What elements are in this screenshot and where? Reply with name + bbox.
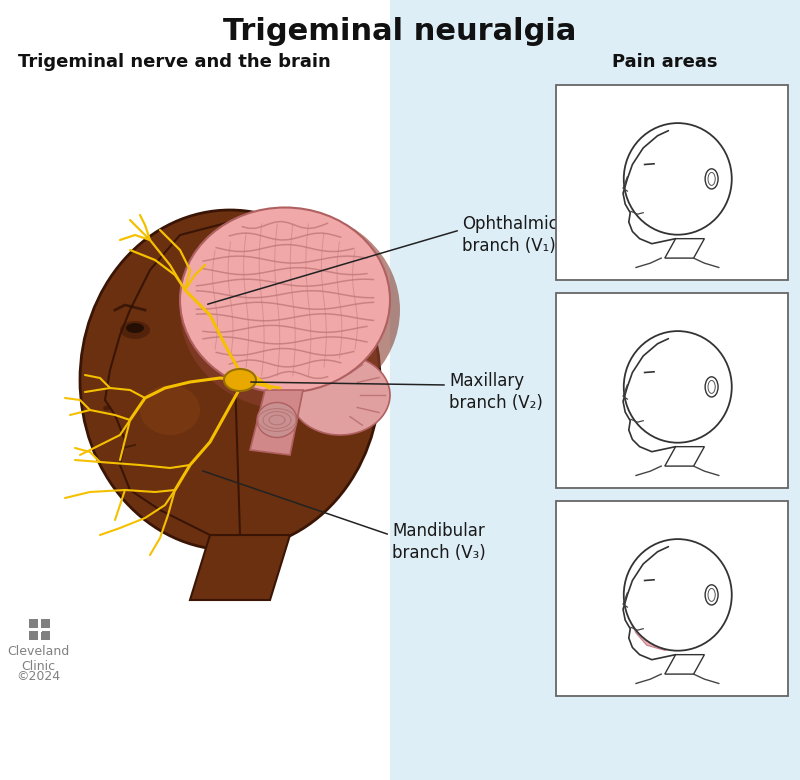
Text: Cleveland
Clinic: Cleveland Clinic (7, 645, 69, 673)
Ellipse shape (624, 539, 732, 651)
Ellipse shape (302, 346, 318, 374)
Polygon shape (632, 148, 665, 168)
Bar (38, 627, 42, 632)
Polygon shape (643, 131, 715, 165)
Polygon shape (190, 535, 290, 600)
Ellipse shape (180, 210, 400, 410)
Text: Mandibular
branch (V₃): Mandibular branch (V₃) (392, 522, 486, 562)
Ellipse shape (708, 588, 715, 601)
Polygon shape (105, 222, 240, 535)
Ellipse shape (290, 355, 390, 435)
Ellipse shape (705, 168, 718, 189)
Text: ©2024: ©2024 (16, 670, 60, 683)
Ellipse shape (103, 406, 111, 410)
Polygon shape (665, 239, 704, 258)
Polygon shape (629, 394, 665, 418)
FancyBboxPatch shape (556, 293, 788, 488)
Bar (29, 631, 38, 640)
Ellipse shape (624, 331, 732, 443)
Ellipse shape (257, 402, 297, 438)
Polygon shape (675, 566, 715, 602)
Text: Pain areas: Pain areas (612, 53, 718, 71)
Polygon shape (643, 356, 708, 405)
Ellipse shape (120, 321, 150, 339)
Ellipse shape (140, 385, 200, 435)
Text: Trigeminal nerve and the brain: Trigeminal nerve and the brain (18, 53, 330, 71)
Ellipse shape (705, 585, 718, 605)
Ellipse shape (224, 369, 256, 391)
Text: Ophthalmic
branch (V₁): Ophthalmic branch (V₁) (462, 215, 558, 255)
Polygon shape (665, 447, 704, 466)
Ellipse shape (126, 323, 144, 333)
Bar (29, 619, 38, 628)
Polygon shape (665, 654, 704, 674)
Text: Maxillary
branch (V₂): Maxillary branch (V₂) (449, 372, 543, 412)
Text: Trigeminal neuralgia: Trigeminal neuralgia (223, 17, 577, 47)
Ellipse shape (708, 172, 715, 186)
FancyBboxPatch shape (556, 85, 788, 280)
Ellipse shape (624, 123, 732, 235)
Polygon shape (632, 607, 694, 651)
Bar (41, 631, 50, 640)
Ellipse shape (296, 338, 324, 382)
Ellipse shape (708, 381, 715, 393)
Bar (390, 0, 800, 780)
Polygon shape (250, 390, 303, 455)
Bar (41, 619, 50, 628)
Ellipse shape (80, 210, 380, 550)
Ellipse shape (705, 377, 718, 397)
Ellipse shape (180, 207, 390, 392)
FancyBboxPatch shape (556, 501, 788, 696)
